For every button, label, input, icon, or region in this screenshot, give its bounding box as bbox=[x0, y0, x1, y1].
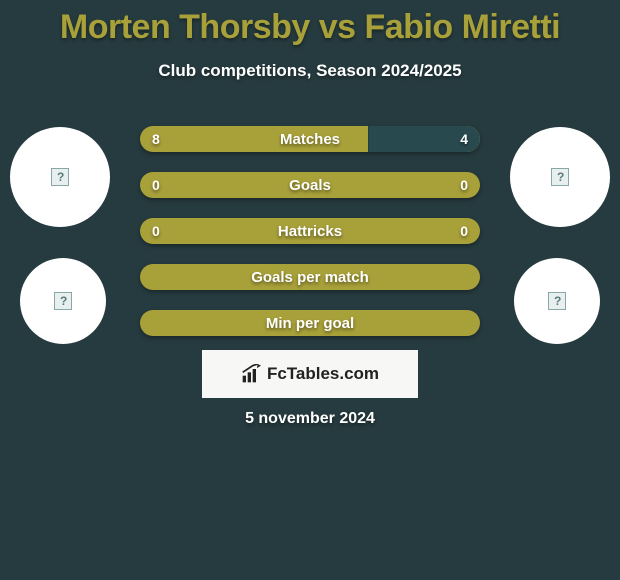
bar-value-right: 0 bbox=[460, 177, 468, 193]
comparison-bars: Matches84Goals00Hattricks00Goals per mat… bbox=[140, 126, 480, 356]
bar-row: Matches8 4 bbox=[140, 126, 480, 152]
bar-label: Matches bbox=[140, 131, 480, 148]
placeholder-icon bbox=[54, 292, 72, 310]
branding-text: FcTables.com bbox=[267, 364, 379, 384]
bar-row: Goals0 0 bbox=[140, 172, 480, 198]
player2-avatar-bottom bbox=[514, 258, 600, 344]
bar-label: Hattricks bbox=[140, 223, 480, 240]
placeholder-icon bbox=[51, 168, 69, 186]
bar-value-left: 0 bbox=[152, 223, 160, 239]
bar-value-right: 4 bbox=[460, 131, 468, 147]
chart-icon bbox=[241, 364, 261, 384]
bar-row: Hattricks0 0 bbox=[140, 218, 480, 244]
bar-label: Goals per match bbox=[140, 269, 480, 286]
placeholder-icon bbox=[548, 292, 566, 310]
bar-label: Min per goal bbox=[140, 315, 480, 332]
page-title: Morten Thorsby vs Fabio Miretti bbox=[0, 0, 620, 47]
page-subtitle: Club competitions, Season 2024/2025 bbox=[0, 61, 620, 81]
bar-row: Goals per match bbox=[140, 264, 480, 290]
player1-avatar-bottom bbox=[20, 258, 106, 344]
branding-box: FcTables.com bbox=[202, 350, 418, 398]
player2-avatar-top bbox=[510, 127, 610, 227]
bar-value-right: 0 bbox=[460, 223, 468, 239]
bar-row: Min per goal bbox=[140, 310, 480, 336]
placeholder-icon bbox=[551, 168, 569, 186]
bar-label: Goals bbox=[140, 177, 480, 194]
bar-value-left: 0 bbox=[152, 177, 160, 193]
player1-avatar-top bbox=[10, 127, 110, 227]
date-label: 5 november 2024 bbox=[0, 410, 620, 428]
bar-value-left: 8 bbox=[152, 131, 160, 147]
